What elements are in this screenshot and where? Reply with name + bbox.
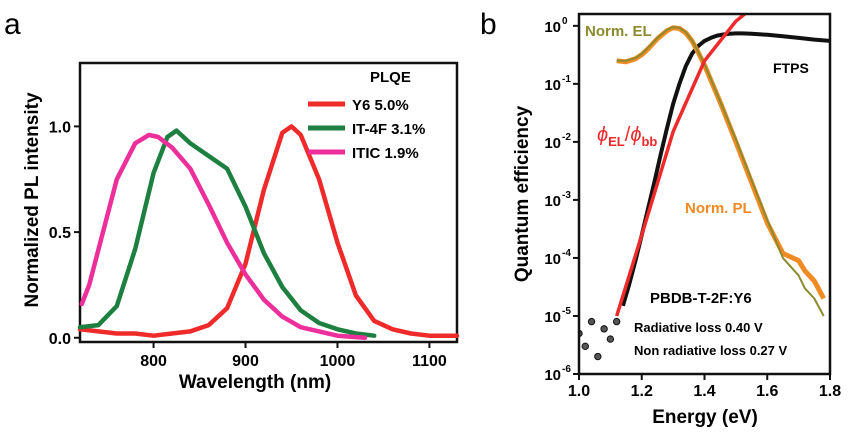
annotation-ftps: FTPS (773, 60, 809, 76)
annotation-ratio: ϕEL/ϕbb (597, 124, 657, 149)
ratio-sub-bb: bb (641, 134, 657, 149)
y-tick-label: 10 (544, 367, 561, 384)
x-tick-label: 1000 (320, 353, 356, 370)
annotation-norm-el: Norm. EL (585, 23, 652, 40)
x-tick-label: 1.4 (693, 383, 715, 400)
x-tick-label: 900 (232, 353, 259, 370)
annotation-nonradiative-loss: Non radiative loss 0.27 V (634, 343, 788, 358)
ratio-phi-1: ϕ (597, 124, 608, 146)
panel-a-ylabel: Normalized PL intensity (22, 92, 43, 307)
x-tick-label: 1.0 (568, 383, 590, 400)
y-tick-label: 0.0 (49, 331, 71, 348)
series-norm-el-line (616, 26, 825, 317)
legend-title: PLQE (370, 69, 411, 86)
y-tick-label: 1.0 (49, 119, 71, 136)
x-tick-label: 1.2 (631, 383, 653, 400)
y-tick-label: 10 (544, 251, 561, 268)
y-tick-exponent: 0 (562, 16, 568, 27)
panel-b-series (579, 14, 830, 361)
x-tick-label: 1100 (412, 353, 447, 370)
series-ratio-line (615, 14, 748, 317)
legend-label-it4f: IT-4F 3.1% (352, 121, 425, 138)
panel-b-label: b (480, 8, 497, 41)
ratio-slash: / (625, 124, 631, 146)
x-tick-label: 1.6 (756, 383, 778, 400)
panel-b: b 1.0 1.2 1.4 1.6 1.810-610-510-410-310 -210-… (480, 8, 841, 428)
legend-label-y6: Y6 5.0% (352, 97, 409, 114)
y-tick-label: 10 (544, 135, 561, 152)
panel-a: a 800 900 1000 1100 0.0 0.5 1.0 Wavelength (nm… (4, 8, 460, 393)
series-itic-line (79, 132, 368, 341)
annotation-radiative-loss: Radiative loss 0.40 V (634, 320, 763, 335)
y-tick-label: 10 (544, 309, 561, 326)
y-tick-exponent: -3 (562, 190, 571, 201)
panel-a-label: a (4, 8, 21, 41)
series-ftps-line (620, 31, 830, 307)
panel-a-frame (78, 61, 459, 344)
annotation-norm-pl: Norm. PL (685, 200, 752, 217)
panel-b-xlabel: Energy (eV) (652, 407, 758, 428)
y-tick-exponent: -4 (562, 248, 571, 259)
ratio-phi-2: ϕ (630, 124, 641, 146)
series-it4f-line (77, 128, 377, 338)
ftps-point (600, 325, 608, 333)
series-y6-line (77, 124, 460, 338)
ftps-point (587, 317, 596, 326)
panel-a-series (77, 124, 460, 341)
x-tick-label: 1.8 (819, 383, 841, 400)
panel-a-legend: PLQE Y6 5.0% IT-4F 3.1% ITIC 1.9% (308, 69, 425, 162)
y-tick-exponent: -5 (562, 306, 571, 317)
y-tick-exponent: -6 (562, 364, 571, 375)
y-tick-exponent: -1 (562, 74, 571, 85)
y-tick-label: 0.5 (49, 225, 71, 242)
panel-b-ylabel: Quantum efficiency (512, 105, 533, 282)
x-tick-label: 800 (140, 353, 167, 370)
ftps-point (581, 342, 589, 351)
ftps-point (594, 352, 602, 361)
y-tick-label: 10 (544, 19, 561, 36)
legend-label-itic: ITIC 1.9% (352, 145, 419, 162)
y-tick-label: 10 (544, 193, 561, 210)
panel-b-ticks: 1.0 1.2 1.4 1.6 1.810 -610 -510 -410 -310 -210 -11… (544, 16, 841, 400)
ftps-point (612, 317, 621, 326)
panel-b-plot-area (579, 14, 830, 361)
y-tick-label: 10 (544, 77, 561, 94)
panel-a-xlabel: Wavelength (nm) (179, 372, 331, 393)
annotation-sample: PBDB-T-2F:Y6 (650, 290, 752, 307)
ftps-point (606, 335, 615, 343)
panel-a-ticks: 800 900 1000 1100 0.0 0.5 1.0 (49, 119, 447, 370)
y-tick-exponent: -2 (562, 132, 571, 143)
ratio-sub-el: EL (608, 134, 625, 149)
